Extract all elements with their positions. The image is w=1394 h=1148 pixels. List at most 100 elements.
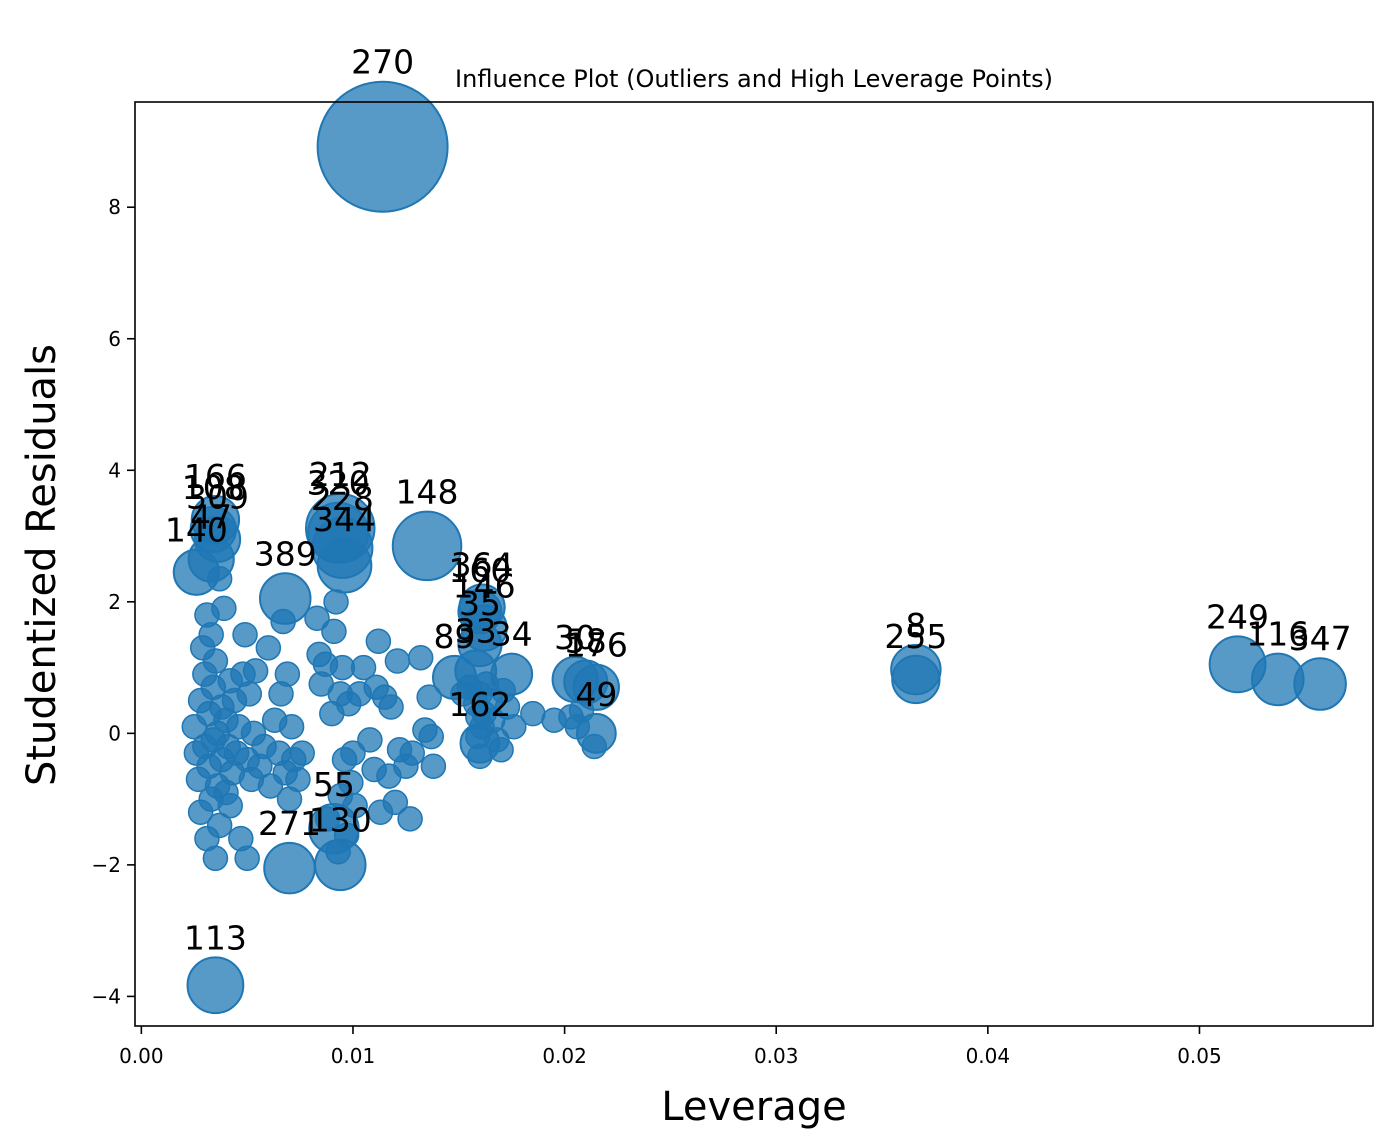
data-point: [340, 740, 366, 766]
data-point-162: [459, 722, 501, 764]
data-point: [357, 727, 383, 753]
point-label-271: 271: [258, 804, 321, 843]
point-label-320: 320: [307, 464, 370, 503]
data-point-347: [1293, 657, 1347, 711]
point-label-344: 344: [313, 500, 376, 539]
data-point-58: [563, 659, 609, 705]
data-point: [365, 628, 392, 655]
point-label-140: 140: [165, 511, 228, 550]
data-point: [202, 845, 229, 872]
y-axis-ticks: −4 −2 0 2 4 6 8: [92, 195, 135, 1008]
data-point: [321, 618, 347, 645]
point-label-347: 347: [1289, 619, 1352, 658]
point-labels-layer: 2701482123202283443891661083091404736416…: [165, 43, 1352, 958]
data-point: [420, 753, 447, 779]
data-point: [278, 714, 305, 740]
data-point: [501, 714, 527, 740]
point-label-176: 176: [565, 626, 628, 665]
point-label-148: 148: [396, 473, 459, 512]
data-point: [304, 605, 330, 632]
point-label-34: 34: [491, 615, 533, 654]
y-axis-label: Studentized Residuals: [19, 344, 65, 786]
x-tick-label: 0.02: [542, 1044, 587, 1068]
point-label-255: 255: [884, 617, 947, 656]
x-axis-ticks: 0.00 0.01 0.02 0.03 0.04 0.05: [119, 1026, 1222, 1068]
data-point-55: [308, 802, 360, 855]
data-point-344: [316, 537, 373, 594]
point-label-30: 30: [554, 618, 596, 657]
point-label-364: 364: [451, 545, 514, 584]
point-label-8: 8: [905, 606, 926, 645]
point-label-108: 108: [182, 468, 245, 507]
point-label-162: 162: [448, 685, 511, 724]
point-label-130: 130: [309, 801, 372, 840]
data-point-270: [316, 80, 449, 213]
x-tick-label: 0.04: [966, 1044, 1011, 1068]
data-point: [274, 661, 301, 687]
data-point-255: [891, 654, 941, 705]
point-label-33: 33: [455, 611, 497, 650]
data-point: [232, 621, 258, 648]
data-point: [418, 723, 445, 750]
data-point-148: [391, 510, 463, 582]
data-point: [255, 635, 282, 661]
plot-frame: [134, 101, 1374, 1027]
data-point: [416, 684, 442, 710]
data-point-47: [187, 535, 235, 583]
point-label-309: 309: [186, 478, 249, 517]
point-label-166: 166: [184, 457, 247, 496]
x-axis-label: Leverage: [661, 1084, 846, 1130]
point-label-228: 228: [311, 479, 374, 518]
point-label-89: 89: [434, 617, 476, 656]
point-label-270: 270: [351, 43, 414, 82]
x-tick-label: 0.05: [1177, 1044, 1222, 1068]
data-point: [234, 845, 260, 872]
point-label-55: 55: [313, 765, 355, 804]
point-label-47: 47: [190, 497, 232, 536]
points-layer: [172, 80, 1347, 1015]
data-point: [329, 654, 356, 681]
y-tick-label: 4: [108, 458, 121, 482]
data-point: [350, 654, 377, 681]
point-label-160: 160: [448, 551, 511, 590]
data-point: [285, 766, 311, 793]
data-point: [289, 740, 315, 766]
x-tick-label: 0.00: [119, 1044, 164, 1068]
point-label-113: 113: [184, 918, 247, 957]
data-point: [198, 621, 224, 648]
data-point: [520, 700, 546, 727]
x-tick-label: 0.01: [331, 1044, 376, 1068]
data-point: [378, 694, 404, 720]
data-point: [397, 806, 423, 832]
point-label-389: 389: [254, 534, 317, 573]
data-point-49: [575, 712, 617, 754]
y-tick-label: −2: [92, 853, 121, 877]
data-point-389: [259, 572, 312, 625]
point-label-116: 116: [1246, 615, 1309, 654]
chart-title: Influence Plot (Outliers and High Levera…: [455, 65, 1053, 93]
data-point: [384, 648, 411, 674]
data-point: [236, 681, 263, 707]
y-tick-label: 2: [108, 590, 121, 614]
data-point-113: [186, 956, 245, 1015]
x-tick-label: 0.03: [754, 1044, 799, 1068]
point-label-35: 35: [459, 584, 501, 623]
data-point-34: [490, 652, 534, 696]
y-tick-label: 6: [108, 327, 121, 351]
point-label-212: 212: [309, 455, 372, 494]
data-point: [382, 789, 409, 816]
point-label-58: 58: [565, 622, 607, 661]
data-point: [217, 792, 243, 819]
data-point: [407, 644, 434, 671]
data-point: [206, 812, 233, 839]
point-label-146: 146: [453, 567, 516, 606]
data-point-271: [263, 841, 316, 895]
y-tick-label: 0: [108, 721, 121, 745]
data-point: [242, 658, 269, 684]
point-label-249: 249: [1206, 597, 1269, 636]
y-tick-label: 8: [108, 195, 121, 219]
data-point: [211, 595, 237, 622]
data-point: [399, 740, 425, 766]
